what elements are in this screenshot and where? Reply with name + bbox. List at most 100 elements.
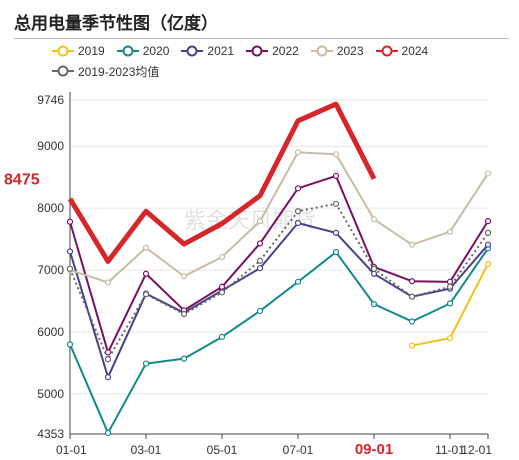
y-tick-label: 9746 — [37, 93, 64, 107]
data-point — [104, 349, 112, 356]
data-point — [370, 265, 378, 272]
data-point — [218, 333, 226, 341]
data-point — [294, 219, 302, 227]
data-point — [408, 318, 416, 325]
series-2019-2023均值 — [66, 200, 492, 363]
data-point — [66, 248, 74, 255]
data-point — [408, 278, 416, 285]
series-line — [69, 174, 489, 354]
data-point — [256, 240, 264, 247]
legend-marker-icon — [52, 45, 74, 57]
legend-marker-icon — [375, 45, 398, 57]
y-tick-label: 7000 — [37, 263, 64, 277]
data-point — [294, 278, 302, 285]
data-point — [104, 374, 112, 381]
y-tick-label: 8000 — [37, 201, 64, 215]
data-point — [142, 244, 150, 251]
data-point — [332, 172, 340, 180]
data-point — [484, 229, 492, 237]
y-tick-label: 5000 — [37, 387, 64, 401]
legend-marker-icon — [116, 45, 139, 57]
data-point — [66, 265, 74, 272]
data-point — [218, 289, 226, 296]
legend-marker-icon — [246, 45, 269, 57]
x-tick-label: 12-01 — [461, 443, 492, 457]
data-point — [332, 151, 340, 158]
data-point — [180, 273, 188, 280]
legend-marker-icon — [310, 45, 333, 57]
data-point — [256, 257, 264, 264]
legend-label: 2019 — [78, 44, 105, 58]
data-point — [180, 355, 188, 362]
y-tick-label: 9000 — [37, 139, 64, 153]
legend-label: 2021 — [207, 44, 235, 58]
x-tick-label: 01-01 — [56, 443, 87, 457]
data-point — [446, 283, 454, 290]
x-tick-label: 03-01 — [131, 443, 162, 457]
legend-label: 2024 — [401, 44, 429, 58]
series-line — [69, 151, 489, 284]
title-divider — [14, 38, 509, 39]
data-point — [104, 429, 112, 437]
data-point — [66, 218, 74, 225]
series-2023 — [66, 149, 492, 286]
data-point — [256, 307, 264, 315]
legend-marker-icon — [52, 65, 74, 77]
legend-item[interactable]: 2021 — [181, 44, 234, 58]
data-point — [104, 356, 112, 363]
legend-item[interactable]: 2023 — [310, 44, 364, 58]
legend-marker-icon — [181, 45, 204, 57]
x-tick-label-highlight: 09-01 — [355, 441, 393, 458]
series-2024 — [67, 101, 377, 264]
data-point — [484, 241, 492, 248]
data-point — [66, 341, 74, 348]
data-point — [218, 283, 226, 290]
data-point — [142, 270, 150, 277]
series-2021 — [66, 219, 492, 381]
data-point — [446, 228, 454, 235]
legend-item[interactable]: 2019-2023均值 — [52, 63, 159, 80]
legend-label: 2023 — [336, 44, 364, 58]
data-point — [332, 249, 340, 256]
series-line — [69, 202, 489, 361]
data-point — [408, 241, 416, 248]
legend-item[interactable]: 2024 — [375, 44, 429, 58]
data-point — [180, 310, 188, 318]
legend-item[interactable]: 2022 — [246, 44, 299, 58]
data-point — [484, 260, 492, 267]
data-point — [446, 300, 454, 307]
y-tick-label: 4353 — [37, 427, 64, 441]
data-point — [484, 218, 492, 225]
data-point — [370, 216, 378, 223]
series-line — [67, 101, 377, 264]
legend-label: 2019-2023均值 — [78, 64, 160, 79]
data-point — [142, 360, 150, 367]
series-2019 — [408, 260, 492, 349]
series-line — [69, 247, 489, 434]
data-point — [104, 279, 112, 286]
legend-label: 2020 — [142, 44, 170, 58]
x-tick-label: 07-01 — [283, 443, 314, 457]
data-point — [408, 342, 416, 349]
data-point — [370, 301, 378, 308]
x-tick-label: 05-01 — [207, 443, 238, 457]
data-point — [370, 270, 378, 277]
legend-item[interactable]: 2020 — [116, 44, 170, 58]
series-line — [69, 221, 489, 379]
y-tick-label: 6000 — [37, 325, 64, 339]
data-point — [294, 208, 302, 215]
legend-item[interactable]: 2019 — [52, 44, 105, 58]
data-point — [142, 291, 150, 298]
highlight-value-label: 8475 — [4, 172, 40, 189]
data-point — [408, 293, 416, 300]
x-tick-label: 11-01 — [435, 443, 465, 457]
legend-label: 2022 — [272, 44, 299, 58]
data-point — [484, 170, 492, 177]
legend: 2019 2020 2021 2022 2023 2024 2019-2023均值 — [52, 41, 472, 81]
data-point — [332, 200, 340, 207]
chart-title: 总用电量季节性图（亿度） — [14, 14, 218, 34]
data-point — [218, 253, 226, 261]
data-point — [294, 149, 302, 156]
data-point — [256, 265, 264, 272]
